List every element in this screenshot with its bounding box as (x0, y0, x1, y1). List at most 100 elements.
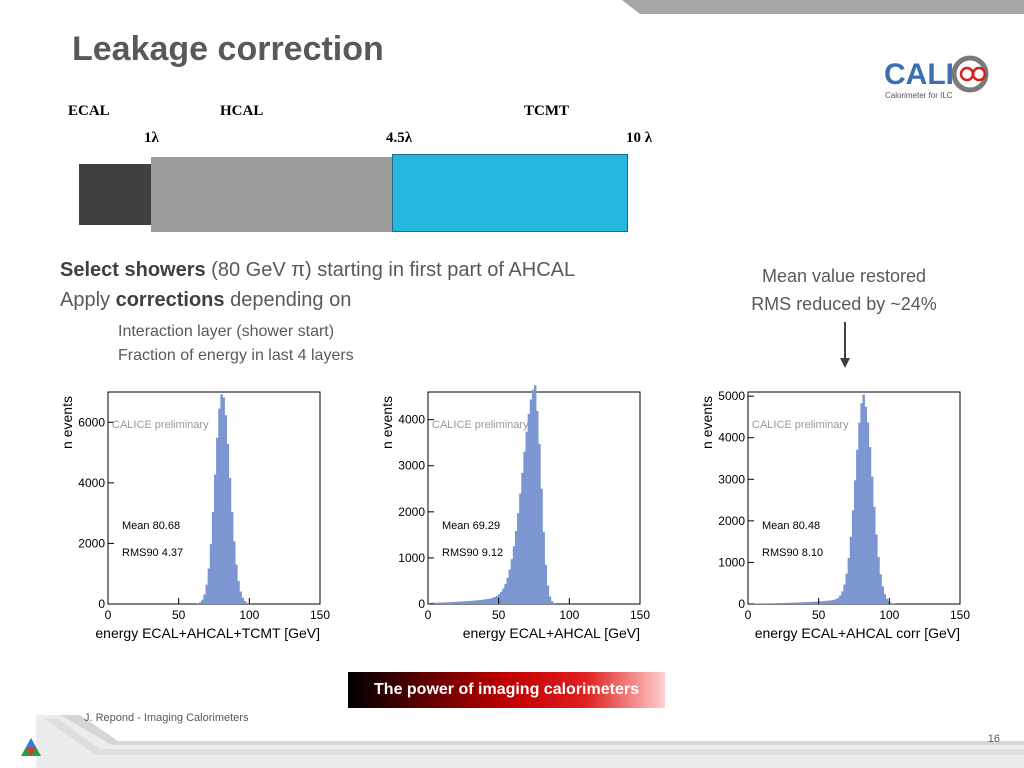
histogram-bar (444, 602, 448, 604)
bullet2-post: depending on (224, 289, 352, 311)
histogram-bar (548, 596, 552, 604)
x-tick-label: 100 (879, 608, 899, 622)
calice-logo: CALI Calorimeter for ILC (884, 55, 989, 100)
histogram-bar (455, 601, 458, 604)
histogram-bar (553, 603, 556, 604)
histogram-bar (487, 598, 490, 604)
histogram-bar (201, 599, 204, 604)
histogram-bar (805, 602, 808, 604)
histogram-bar (851, 510, 855, 604)
bullet2-pre: Apply (60, 289, 116, 311)
histogram-bar (775, 603, 778, 604)
histogram-bar (540, 488, 543, 604)
histogram-bar (769, 603, 772, 604)
y-tick-label: 0 (738, 597, 745, 611)
histogram-bar (779, 603, 783, 604)
histogram-bar (459, 601, 463, 604)
histogram-bar (222, 397, 225, 604)
tcmt-block (392, 154, 628, 232)
histogram-bar (495, 595, 499, 604)
histogram-bar (205, 584, 208, 604)
histogram-bar (542, 531, 545, 604)
histogram-bar (481, 599, 484, 604)
histogram-bar (442, 602, 446, 604)
x-tick-label: 100 (239, 608, 259, 622)
histogram-bar (239, 591, 242, 604)
histogram-bar (230, 511, 234, 604)
histogram-bar (485, 599, 488, 604)
histogram-bar (449, 602, 452, 604)
y-tick-label: 2000 (718, 514, 745, 528)
rms-label: RMS90 9.12 (442, 547, 503, 559)
y-tick-label: 0 (418, 597, 425, 611)
histogram-bar (868, 447, 872, 604)
y-tick-label: 2000 (78, 536, 105, 550)
histogram-bar (845, 573, 848, 604)
histogram-bar (489, 598, 492, 604)
y-tick-label: 3000 (398, 459, 425, 473)
histogram-ecal-ahcal-corr: 0 50 100 150 0 1000 2000 3000 4000 5000 energy ECA… (699, 389, 970, 641)
histogram-bar (241, 597, 244, 604)
y-tick-label: 4000 (398, 413, 425, 427)
y-tick-label: 0 (98, 597, 105, 611)
histogram-bar (504, 583, 507, 604)
histogram-bar (529, 399, 533, 604)
histogram-bar (788, 602, 791, 604)
histogram-bar (438, 602, 442, 604)
histogram-bar (472, 600, 475, 604)
histogram-bar (470, 600, 473, 604)
x-tick-label: 0 (745, 608, 752, 622)
histogram-bar (875, 534, 878, 604)
histogram-bar (762, 603, 766, 604)
histogram-bar (784, 602, 787, 604)
histogram-bar (226, 443, 230, 604)
histogram-bar (536, 410, 539, 604)
tcmt-label: TCMT (524, 103, 569, 119)
histogram-bar (432, 602, 435, 604)
histogram-bar (877, 557, 880, 604)
histogram-bar (847, 558, 851, 604)
histogram-bar (866, 422, 870, 604)
histogram-bar (500, 591, 503, 604)
histogram-bar (235, 564, 238, 604)
preliminary-annotation: CALICE preliminary (432, 419, 529, 431)
histogram-bar (794, 602, 798, 604)
x-tick-label: 100 (559, 608, 579, 622)
rms-label: RMS90 4.37 (122, 547, 183, 559)
histogram-bar (461, 601, 465, 604)
histogram-bar (781, 602, 785, 604)
histogram-bar (237, 580, 240, 604)
histogram-bar (457, 601, 461, 604)
bullet-select-showers: Select showers (80 GeV π) starting in fi… (60, 255, 575, 285)
y-tick-label: 4000 (718, 431, 745, 445)
histogram-bar (771, 603, 774, 604)
histogram-ecal-ahcal-tcmt: 0 50 100 150 0 2000 4000 6000 energy ECAL+AHCAL+… (59, 391, 330, 641)
histogram-bar (881, 586, 884, 604)
histogram-bar (474, 600, 478, 604)
histogram-bar (822, 601, 825, 604)
histogram-bar (790, 602, 793, 604)
x-axis-label: energy ECAL+AHCAL+TCMT [GeV] (95, 625, 320, 641)
histogram-bar (497, 594, 501, 604)
histogram-bar (890, 602, 893, 604)
histogram-bar (773, 603, 776, 604)
bullet1-rest: (80 GeV π) starting in first part of AHC… (205, 259, 576, 281)
histogram-bar (798, 602, 802, 604)
histogram-bar (834, 599, 838, 604)
histogram-bar (207, 568, 211, 604)
histogram-bar (478, 599, 482, 604)
histogram-bar (830, 600, 834, 604)
histogram-bar (760, 603, 764, 604)
result-note: Mean value restored RMS reduced by ~24% (728, 262, 960, 318)
histogram-bar (519, 493, 522, 604)
histogram-bar (811, 601, 815, 604)
histogram-bar (527, 413, 531, 604)
histogram-bar (203, 594, 206, 604)
x-tick-label: 50 (492, 608, 506, 622)
preliminary-annotation: CALICE preliminary (112, 419, 209, 431)
footer-author: J. Repond - Imaging Calorimeters (84, 712, 249, 724)
logo-main-text: CALI (884, 58, 954, 91)
preliminary-annotation: CALICE preliminary (752, 419, 849, 431)
histogram-bar (245, 602, 249, 604)
histogram-bar (815, 601, 819, 604)
